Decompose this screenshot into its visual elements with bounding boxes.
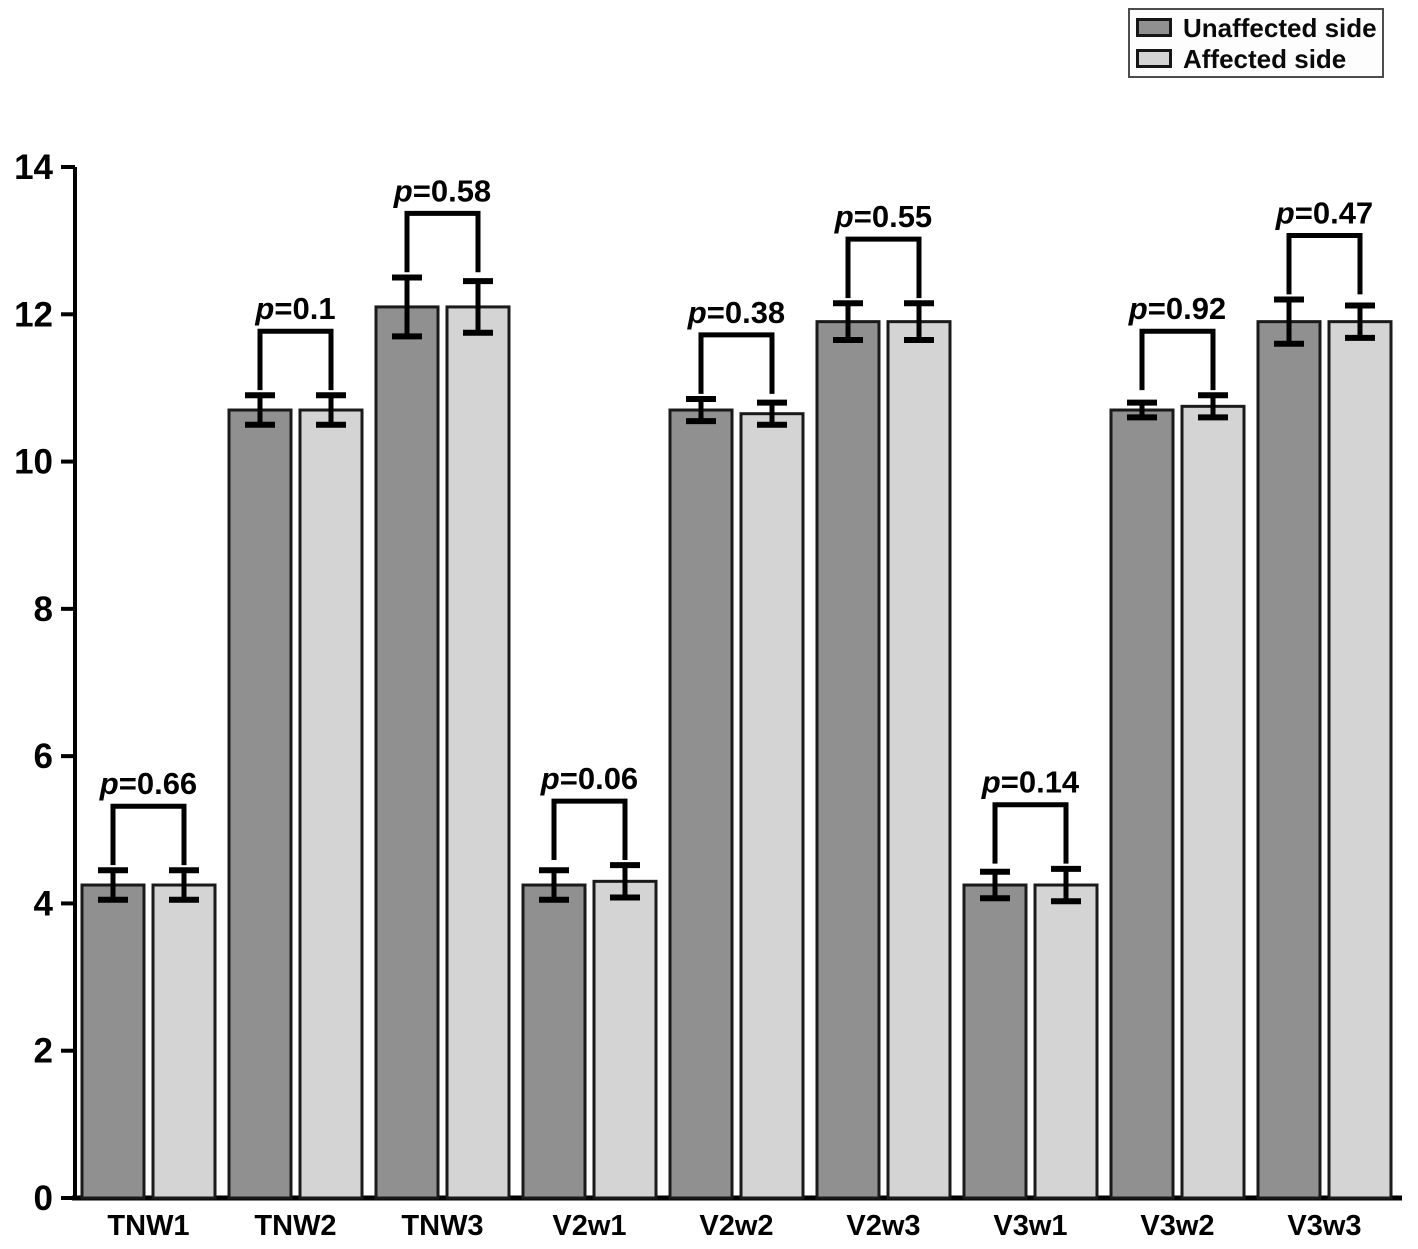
bar-V2w2-unaffected[interactable] <box>668 408 734 1200</box>
x-axis-label: V3w1 <box>993 1210 1067 1242</box>
p-value-label: p=0.38 <box>687 295 785 330</box>
y-tick-label: 8 <box>34 590 53 629</box>
bar-V2w1-affected[interactable] <box>592 879 658 1200</box>
x-axis-label: V2w3 <box>846 1210 920 1242</box>
unaffected-swatch <box>1136 18 1172 37</box>
y-tick-label: 0 <box>34 1179 53 1218</box>
significance-bracket <box>404 210 481 273</box>
x-axis-label: V3w2 <box>1140 1210 1214 1242</box>
y-tick-label: 12 <box>14 295 53 334</box>
y-tick-label: 10 <box>14 443 53 482</box>
bar-TNW1-affected[interactable] <box>151 883 217 1200</box>
y-tick-label: 14 <box>14 148 53 187</box>
bar-V3w1-unaffected[interactable] <box>962 883 1028 1200</box>
significance-bracket <box>992 802 1069 864</box>
bar-V2w3-affected[interactable] <box>886 320 952 1200</box>
legend-item-unaffected[interactable]: Unaffected side <box>1136 12 1377 43</box>
legend-label-unaffected: Unaffected side <box>1183 12 1377 43</box>
legend: Unaffected side Affected side <box>1128 8 1384 78</box>
y-tick-label: 2 <box>34 1032 53 1071</box>
bar-V3w3-affected[interactable] <box>1327 320 1393 1200</box>
bar-V2w3-unaffected[interactable] <box>815 320 881 1200</box>
p-value-label: p=0.06 <box>540 761 638 796</box>
legend-label-affected: Affected side <box>1183 43 1347 74</box>
legend-item-affected[interactable]: Affected side <box>1136 45 1376 72</box>
p-value-label: p=0.1 <box>254 291 335 326</box>
bar-V3w2-affected[interactable] <box>1180 404 1246 1200</box>
bar-TNW2-unaffected[interactable] <box>227 408 293 1200</box>
x-axis-label: TNW1 <box>107 1210 189 1242</box>
x-axis-label: TNW3 <box>401 1210 483 1242</box>
significance-bracket <box>1139 328 1216 391</box>
bar-TNW3-unaffected[interactable] <box>374 305 440 1200</box>
p-value-label: p=0.92 <box>1128 291 1226 326</box>
bar-V3w1-affected[interactable] <box>1033 883 1099 1200</box>
significance-bracket <box>551 798 628 860</box>
y-tick-label: 6 <box>34 737 53 776</box>
significance-bracket <box>845 236 922 299</box>
significance-bracket <box>1286 232 1363 295</box>
significance-bracket <box>257 328 334 391</box>
bar-TNW3-affected[interactable] <box>445 305 511 1200</box>
bar-TNW2-affected[interactable] <box>298 408 364 1200</box>
p-value-label: p=0.47 <box>1275 195 1373 230</box>
bar-V3w2-unaffected[interactable] <box>1109 408 1175 1200</box>
affected-swatch <box>1136 49 1172 68</box>
bar-V2w2-affected[interactable] <box>739 412 805 1200</box>
significance-bracket <box>698 332 775 394</box>
p-value-label: p=0.66 <box>99 766 197 801</box>
significance-bracket <box>110 803 187 866</box>
bar-V2w1-unaffected[interactable] <box>521 883 587 1200</box>
x-axis-label: V2w1 <box>552 1210 626 1242</box>
p-value-label: p=0.58 <box>393 173 491 208</box>
p-value-label: p=0.14 <box>981 765 1080 800</box>
x-axis-label: V2w2 <box>699 1210 773 1242</box>
x-axis-label: V3w3 <box>1287 1210 1361 1242</box>
p-value-label: p=0.55 <box>834 199 932 234</box>
bar-V3w3-unaffected[interactable] <box>1256 320 1322 1200</box>
x-axis-label: TNW2 <box>254 1210 336 1242</box>
bar-TNW1-unaffected[interactable] <box>80 883 146 1200</box>
y-tick-label: 4 <box>34 884 54 923</box>
